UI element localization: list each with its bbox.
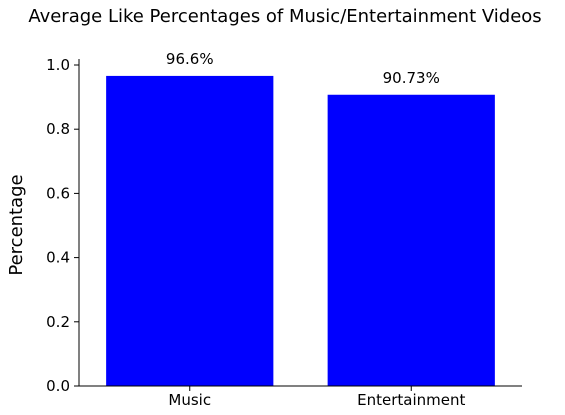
- y-tick-label: 0.2: [46, 313, 70, 331]
- chart-title: Average Like Percentages of Music/Entert…: [28, 6, 541, 27]
- bar-entertainment: [327, 94, 495, 386]
- x-tick-label-music: Music: [168, 391, 211, 409]
- x-axis-ticks: Music Entertainment: [168, 386, 465, 409]
- y-tick-label: 0.8: [46, 120, 70, 138]
- data-label-music: 96.6%: [166, 50, 214, 68]
- y-tick-label: 0.6: [46, 184, 70, 202]
- y-axis-label: Percentage: [6, 174, 27, 275]
- bars-group: [106, 75, 495, 386]
- y-axis-ticks: 0.0 0.2 0.4 0.6 0.8 1.0: [46, 56, 79, 395]
- y-tick-label: 0.4: [46, 249, 70, 267]
- bar-music: [106, 75, 274, 386]
- y-tick-label: 0.0: [46, 377, 70, 395]
- y-tick-label: 1.0: [46, 56, 70, 74]
- data-labels-group: 96.6% 90.73%: [166, 50, 440, 87]
- data-label-entertainment: 90.73%: [383, 69, 440, 87]
- x-tick-label-entertainment: Entertainment: [357, 391, 465, 409]
